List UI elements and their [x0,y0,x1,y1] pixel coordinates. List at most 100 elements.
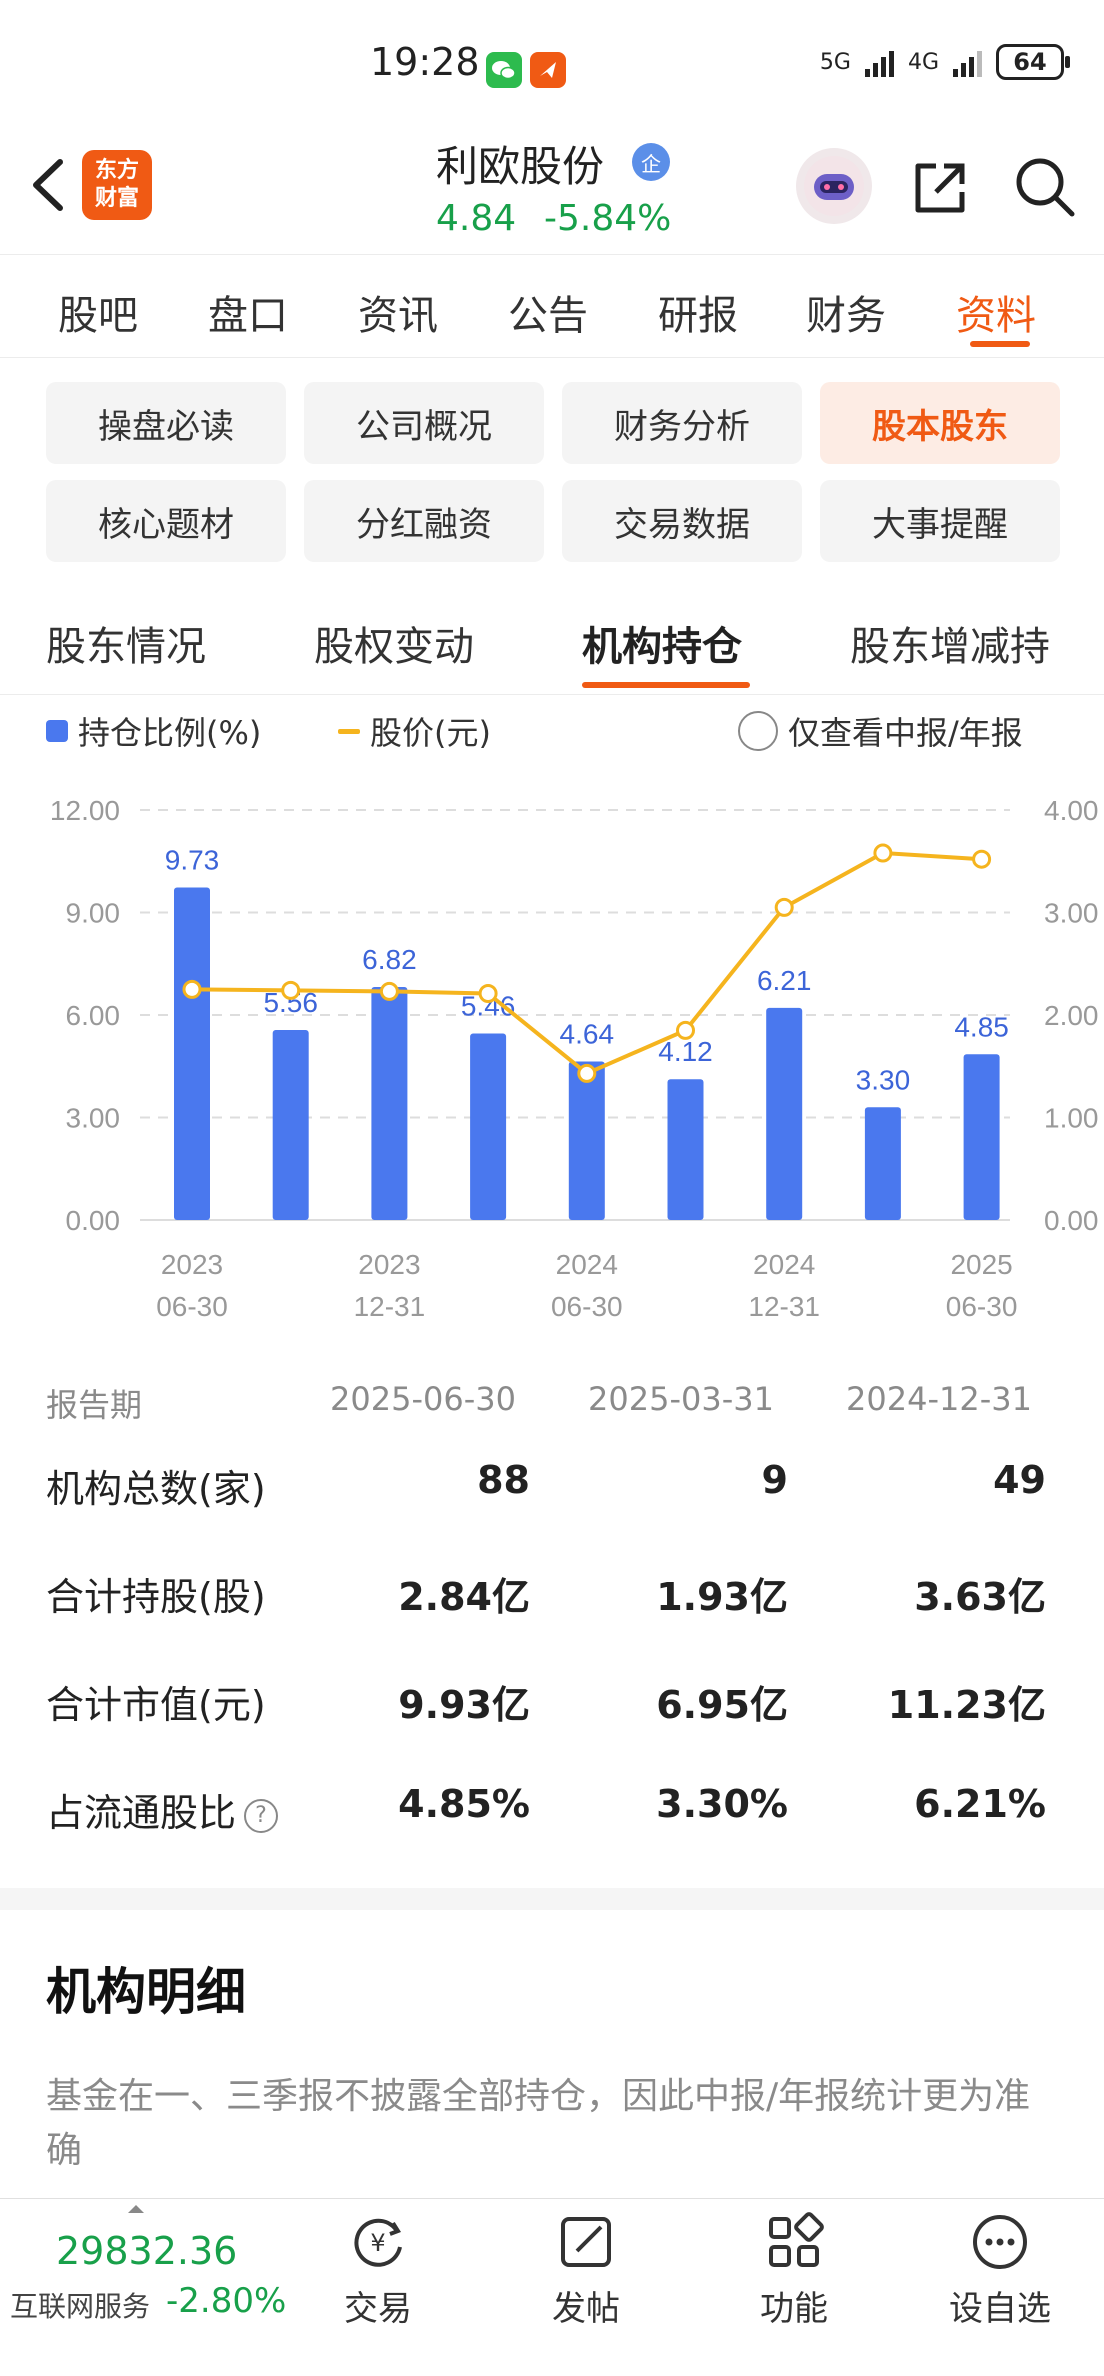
price-point [182,979,202,999]
main-tab-bar: 股吧 盘口 资讯 公告 研报 财务 资料 [0,254,1104,358]
table-cell: 9 [761,1458,788,1502]
wechat-icon [486,52,522,88]
y-left-tick: 12.00 [50,795,120,826]
subtab-institutional-holdings[interactable]: 机构持仓 [582,624,742,670]
bar-value-label: 9.73 [165,845,220,876]
bar-value-label: 6.21 [757,965,812,996]
tab-announcement[interactable]: 公告 [508,293,588,339]
subtab-holding-changes[interactable]: 股东增减持 [850,624,1050,670]
tab-research[interactable]: 研报 [658,293,738,339]
table-cell: 2.84亿 [398,1575,530,1619]
row-label-inst-count: 机构总数(家) [46,1467,266,1511]
price-point [577,1063,597,1083]
tab-guba[interactable]: 股吧 [58,293,138,339]
tab-finance[interactable]: 财务 [806,293,886,339]
table-cell: 9.93亿 [398,1683,530,1727]
stock-price: 4.84 [436,198,517,239]
subtab-equity-changes[interactable]: 股权变动 [314,624,474,670]
tab-news[interactable]: 资讯 [358,293,438,339]
svg-text:¥: ¥ [370,2229,385,2257]
network-4g-label: 4G [907,49,939,75]
radio-icon[interactable] [738,711,778,751]
row-label-total-value: 合计市值(元) [46,1683,266,1727]
chip-core-themes[interactable]: 核心题材 [46,480,286,562]
app-logo[interactable]: 东方 财富 [82,150,152,220]
table-cell: 1.93亿 [656,1575,788,1619]
price-point [873,843,893,863]
bottom-bar: 29832.36 互联网服务 -2.80% ¥ 交易 发帖 功能 设自选 [0,2198,1104,2376]
x-tick-date: 06-30 [946,1291,1018,1322]
table-cell: 4.85% [398,1782,530,1826]
trade-icon: ¥ [354,2218,402,2267]
legend-bar: 持仓比例(%) [46,708,261,754]
chip-shareholders[interactable]: 股本股东 [820,382,1060,464]
x-tick-year: 2023 [358,1249,420,1280]
table-header-col1: 2025-06-30 [330,1380,516,1418]
x-tick-year: 2023 [161,1249,223,1280]
y-right-tick: 1.00 [1044,1103,1099,1134]
ai-assistant-icon[interactable] [796,148,872,224]
logo-line1: 东方 [94,158,139,183]
tab-pankou[interactable]: 盘口 [208,293,288,339]
y-left-tick: 3.00 [66,1103,121,1134]
bar-value-label: 4.85 [954,1011,1009,1042]
search-icon[interactable] [1012,154,1078,220]
caret-up-icon[interactable] [128,2205,144,2213]
chip-financial-analysis[interactable]: 财务分析 [562,382,802,464]
share-icon[interactable] [908,156,972,220]
y-right-tick: 4.00 [1044,795,1099,826]
y-right-tick: 3.00 [1044,898,1099,929]
bar [667,1079,704,1220]
stock-name: 利欧股份 [436,142,605,191]
back-button[interactable] [24,150,74,220]
nav-watchlist[interactable]: 设自选 [920,2209,1080,2330]
y-left-tick: 9.00 [66,898,121,929]
x-tick-date: 12-31 [354,1291,426,1322]
price-point [774,897,794,917]
help-icon[interactable]: ? [244,1798,279,1833]
table-cell: 3.30% [656,1782,788,1826]
table-cell: 6.95亿 [656,1683,788,1727]
legend-bar-label: 持仓比例(%) [78,714,262,752]
more-icon [973,2215,1027,2269]
y-left-tick: 6.00 [66,1000,121,1031]
nav-post-label: 发帖 [552,2289,620,2329]
chip-event-reminders[interactable]: 大事提醒 [820,480,1060,562]
y-right-tick: 2.00 [1044,1000,1099,1031]
battery-level: 64 [1013,48,1047,76]
tab-profile[interactable]: 资料 [956,293,1036,339]
edit-icon [561,2217,611,2267]
y-right-tick: 0.00 [1044,1205,1099,1236]
chevron-left-icon [33,159,63,211]
table-cell: 11.23亿 [887,1683,1046,1727]
y-left-tick: 0.00 [66,1205,121,1236]
row-label-float-ratio: 占流通股比? [46,1782,279,1837]
nav-post[interactable]: 发帖 [506,2209,666,2330]
chip-company-overview[interactable]: 公司概况 [304,382,544,464]
table-header-col3: 2024-12-31 [846,1380,1032,1418]
nav-functions[interactable]: 功能 [714,2209,874,2330]
section-notice: 基金在一、三季报不披露全部持仓，因此中报/年报统计更为准确 [46,2076,1031,2171]
x-tick-year: 2025 [950,1249,1012,1280]
price-point [379,981,399,1001]
table-cell: 6.21% [914,1782,1046,1826]
price-point [972,849,992,869]
nav-watchlist-label: 设自选 [949,2289,1051,2329]
bar-value-label: 6.82 [362,944,417,975]
x-tick-date: 06-30 [156,1291,228,1322]
price-point [676,1020,695,1040]
table-cell: 3.63亿 [914,1575,1046,1619]
legend-line-label: 股价(元) [370,714,491,752]
nav-trade[interactable]: ¥ 交易 [298,2209,458,2330]
filter-half-annual[interactable]: 仅查看中报/年报 [738,708,1023,754]
tab-active-indicator [970,341,1030,347]
chip-trading-guide[interactable]: 操盘必读 [46,382,286,464]
index-value: 29832.36 [56,2229,238,2273]
divider [0,694,1104,695]
bar [568,1061,605,1220]
chip-dividend-financing[interactable]: 分红融资 [304,480,544,562]
index-change: -2.80% [166,2281,287,2321]
subtab-shareholders[interactable]: 股东情况 [46,624,206,670]
chip-trading-data[interactable]: 交易数据 [562,480,802,562]
bar [470,1033,507,1220]
